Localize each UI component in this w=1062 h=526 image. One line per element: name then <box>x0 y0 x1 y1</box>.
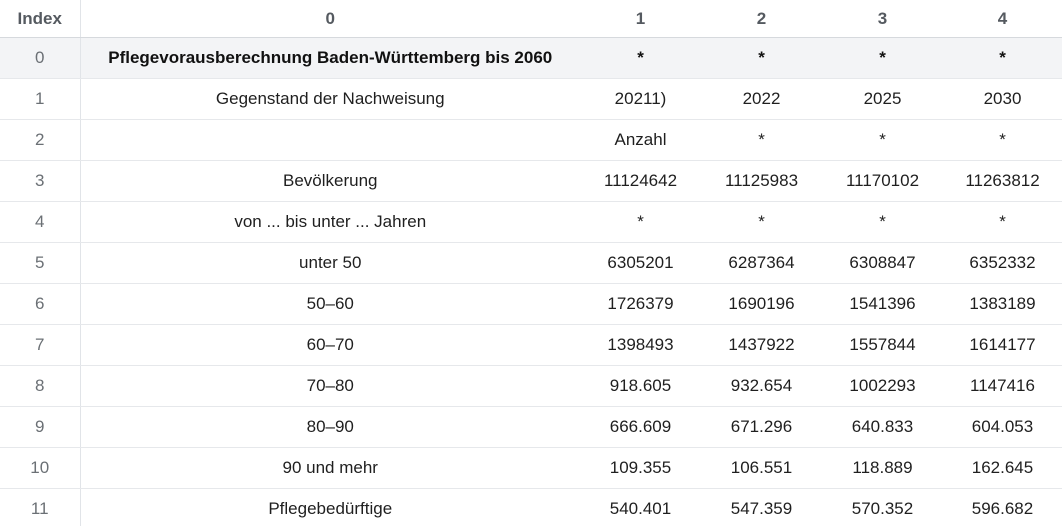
row-index: 0 <box>0 37 81 79</box>
table-cell[interactable]: 11170102 <box>822 160 943 202</box>
table-cell[interactable]: 1726379 <box>580 283 701 325</box>
table-cell[interactable]: * <box>701 37 822 79</box>
column-header-4[interactable]: 4 <box>943 0 1062 38</box>
table-cell[interactable]: Pflegevorausberechnung Baden-Württemberg… <box>80 37 580 79</box>
table-cell[interactable]: Anzahl <box>580 119 701 161</box>
table-cell[interactable]: 109.355 <box>580 447 701 489</box>
table-cell[interactable]: * <box>822 119 943 161</box>
table-cell[interactable]: 6352332 <box>943 242 1062 284</box>
table-row[interactable]: 8 70–80 918.605 932.654 1002293 1147416 <box>0 365 1062 407</box>
table-cell[interactable]: 1147416 <box>943 365 1062 407</box>
table-cell[interactable]: 1614177 <box>943 324 1062 366</box>
table-cell[interactable]: * <box>701 201 822 243</box>
table-row[interactable]: 1 Gegenstand der Nachweisung 20211) 2022… <box>0 78 1062 120</box>
table-cell[interactable]: 540.401 <box>580 488 701 526</box>
row-index: 10 <box>0 447 81 489</box>
table-cell[interactable]: 162.645 <box>943 447 1062 489</box>
column-header-index[interactable]: Index <box>0 0 81 38</box>
table-cell[interactable]: 90 und mehr <box>80 447 580 489</box>
table-cell[interactable]: 70–80 <box>80 365 580 407</box>
row-index: 11 <box>0 488 81 526</box>
table-cell[interactable]: * <box>580 37 701 79</box>
table-cell[interactable]: * <box>822 201 943 243</box>
row-index: 7 <box>0 324 81 366</box>
table-cell[interactable]: 60–70 <box>80 324 580 366</box>
table-cell[interactable]: * <box>580 201 701 243</box>
table-cell[interactable]: 11124642 <box>580 160 701 202</box>
table-cell[interactable]: 596.682 <box>943 488 1062 526</box>
row-index: 2 <box>0 119 81 161</box>
table-cell[interactable]: 1398493 <box>580 324 701 366</box>
column-header-1[interactable]: 1 <box>580 0 701 38</box>
table-cell[interactable]: * <box>943 37 1062 79</box>
table-cell[interactable]: * <box>943 119 1062 161</box>
table-cell[interactable]: 2022 <box>701 78 822 120</box>
table-cell[interactable]: 1541396 <box>822 283 943 325</box>
table-cell[interactable]: * <box>943 201 1062 243</box>
row-index: 4 <box>0 201 81 243</box>
row-index: 1 <box>0 78 81 120</box>
table-cell[interactable]: 1383189 <box>943 283 1062 325</box>
table-cell[interactable]: 6287364 <box>701 242 822 284</box>
table-row[interactable]: 10 90 und mehr 109.355 106.551 118.889 1… <box>0 447 1062 489</box>
table-cell[interactable]: Bevölkerung <box>80 160 580 202</box>
table-cell[interactable]: 1557844 <box>822 324 943 366</box>
row-index: 8 <box>0 365 81 407</box>
table-cell[interactable]: 2025 <box>822 78 943 120</box>
table-row[interactable]: 6 50–60 1726379 1690196 1541396 1383189 <box>0 283 1062 325</box>
table-cell[interactable]: 80–90 <box>80 406 580 448</box>
table-cell[interactable]: 11263812 <box>943 160 1062 202</box>
column-header-0[interactable]: 0 <box>80 0 580 38</box>
table-cell[interactable]: 50–60 <box>80 283 580 325</box>
table-cell[interactable]: 6308847 <box>822 242 943 284</box>
table-row[interactable]: 0 Pflegevorausberechnung Baden-Württembe… <box>0 37 1062 79</box>
table-header-row: Index 0 1 2 3 4 <box>0 0 1062 38</box>
table-row[interactable]: 2 Anzahl * * * <box>0 119 1062 161</box>
table-cell[interactable]: 118.889 <box>822 447 943 489</box>
table-cell[interactable]: 6305201 <box>580 242 701 284</box>
table-cell[interactable]: unter 50 <box>80 242 580 284</box>
table-row[interactable]: 9 80–90 666.609 671.296 640.833 604.053 <box>0 406 1062 448</box>
table-cell[interactable]: 932.654 <box>701 365 822 407</box>
row-index: 5 <box>0 242 81 284</box>
table-cell[interactable]: 604.053 <box>943 406 1062 448</box>
table-cell[interactable]: von ... bis unter ... Jahren <box>80 201 580 243</box>
row-index: 9 <box>0 406 81 448</box>
table-cell[interactable]: 20211) <box>580 78 701 120</box>
table-cell[interactable]: * <box>701 119 822 161</box>
table-cell[interactable]: 671.296 <box>701 406 822 448</box>
table-cell[interactable]: 106.551 <box>701 447 822 489</box>
row-index: 3 <box>0 160 81 202</box>
table-cell[interactable]: 547.359 <box>701 488 822 526</box>
column-header-2[interactable]: 2 <box>701 0 822 38</box>
table-cell[interactable] <box>80 119 580 161</box>
table-cell[interactable]: 2030 <box>943 78 1062 120</box>
table-cell[interactable]: Gegenstand der Nachweisung <box>80 78 580 120</box>
column-header-3[interactable]: 3 <box>822 0 943 38</box>
table-cell[interactable]: * <box>822 37 943 79</box>
table-cell[interactable]: 918.605 <box>580 365 701 407</box>
table-cell[interactable]: Pflegebedürftige <box>80 488 580 526</box>
table-cell[interactable]: 1690196 <box>701 283 822 325</box>
table-cell[interactable]: 1002293 <box>822 365 943 407</box>
table-cell[interactable]: 11125983 <box>701 160 822 202</box>
table-cell[interactable]: 640.833 <box>822 406 943 448</box>
table-row[interactable]: 7 60–70 1398493 1437922 1557844 1614177 <box>0 324 1062 366</box>
table-row[interactable]: 5 unter 50 6305201 6287364 6308847 63523… <box>0 242 1062 284</box>
table-row[interactable]: 3 Bevölkerung 11124642 11125983 11170102… <box>0 160 1062 202</box>
table-cell[interactable]: 666.609 <box>580 406 701 448</box>
table-cell[interactable]: 1437922 <box>701 324 822 366</box>
table-row[interactable]: 4 von ... bis unter ... Jahren * * * * <box>0 201 1062 243</box>
table-row[interactable]: 11 Pflegebedürftige 540.401 547.359 570.… <box>0 488 1062 526</box>
table-cell[interactable]: 570.352 <box>822 488 943 526</box>
row-index: 6 <box>0 283 81 325</box>
